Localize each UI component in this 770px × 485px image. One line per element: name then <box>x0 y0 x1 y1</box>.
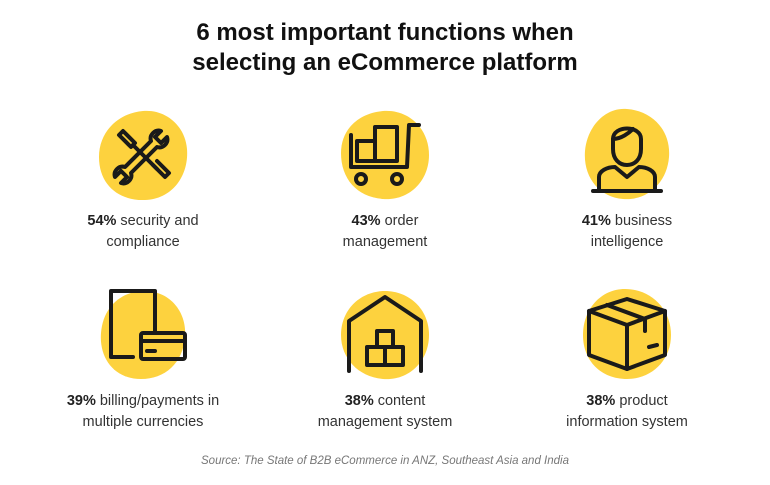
percentage: 38% <box>586 393 616 409</box>
function-caption: 38% content management system <box>265 391 505 433</box>
caption-line-1: 38% content <box>265 391 505 412</box>
title-line-1: 6 most important functions when <box>196 19 574 46</box>
tools-icon <box>93 105 193 205</box>
cart-icon <box>335 105 435 205</box>
percentage: 38% <box>344 393 374 409</box>
percentage: 41% <box>581 213 611 229</box>
function-caption: 54% security and compliance <box>23 211 263 253</box>
function-item-billing-payments: 39% billing/payments in multiple currenc… <box>23 285 263 433</box>
caption-line-1: 38% product <box>507 391 747 412</box>
caption-line-1: 43% order <box>265 211 505 232</box>
percentage: 39% <box>66 393 96 409</box>
function-item-content-management: 38% content management system <box>265 285 505 433</box>
caption-text: billing/payments in <box>95 393 220 409</box>
caption-text: product <box>615 393 668 409</box>
caption-line-2: management <box>342 234 428 250</box>
caption-line-1: 54% security and <box>23 211 263 232</box>
title-line-2: selecting an eCommerce platform <box>192 49 578 76</box>
function-caption: 43% order management <box>265 211 505 253</box>
caption-line-2: multiple currencies <box>82 414 204 430</box>
box-icon <box>577 285 677 385</box>
percentage: 54% <box>87 213 117 229</box>
caption-line-2: information system <box>566 414 688 430</box>
percentage: 43% <box>351 213 381 229</box>
function-caption: 41% business intelligence <box>507 211 747 253</box>
caption-text: security and <box>116 213 199 229</box>
caption-line-2: intelligence <box>590 234 664 250</box>
source-note: Source: The State of B2B eCommerce in AN… <box>201 455 569 467</box>
caption-line-1: 41% business <box>507 211 747 232</box>
caption-text: business <box>610 213 673 229</box>
caption-line-2: compliance <box>106 234 180 250</box>
caption-line-1: 39% billing/payments in <box>23 391 263 412</box>
caption-text: content <box>373 393 426 409</box>
function-caption: 39% billing/payments in multiple currenc… <box>23 391 263 433</box>
function-caption: 38% product information system <box>507 391 747 433</box>
caption-line-2: management system <box>317 414 453 430</box>
function-item-security: 54% security and compliance <box>23 105 263 253</box>
warehouse-icon <box>335 285 435 385</box>
page-title: 6 most important functions when selectin… <box>0 18 770 78</box>
phone-card-icon <box>93 285 193 385</box>
person-icon <box>577 105 677 205</box>
function-item-business-intelligence: 41% business intelligence <box>507 105 747 253</box>
function-item-product-information: 38% product information system <box>507 285 747 433</box>
function-item-order-management: 43% order management <box>265 105 505 253</box>
caption-text: order <box>380 213 419 229</box>
